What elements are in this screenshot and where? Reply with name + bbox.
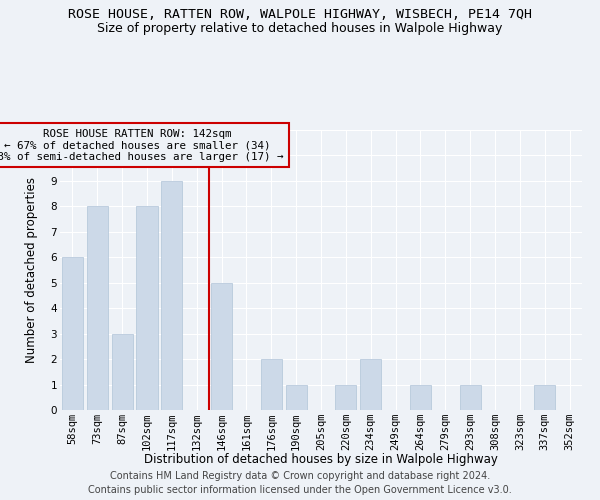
- Text: Size of property relative to detached houses in Walpole Highway: Size of property relative to detached ho…: [97, 22, 503, 35]
- Bar: [335, 384, 356, 410]
- Text: ROSE HOUSE RATTEN ROW: 142sqm
← 67% of detached houses are smaller (34)
33% of s: ROSE HOUSE RATTEN ROW: 142sqm ← 67% of d…: [0, 128, 283, 162]
- Bar: [534, 384, 555, 410]
- Text: ROSE HOUSE, RATTEN ROW, WALPOLE HIGHWAY, WISBECH, PE14 7QH: ROSE HOUSE, RATTEN ROW, WALPOLE HIGHWAY,…: [68, 8, 532, 20]
- Bar: [211, 282, 232, 410]
- Y-axis label: Number of detached properties: Number of detached properties: [25, 177, 38, 363]
- Bar: [87, 206, 108, 410]
- Bar: [62, 258, 83, 410]
- Bar: [360, 359, 381, 410]
- Bar: [136, 206, 158, 410]
- Bar: [460, 384, 481, 410]
- Bar: [410, 384, 431, 410]
- Bar: [261, 359, 282, 410]
- Bar: [286, 384, 307, 410]
- Text: Distribution of detached houses by size in Walpole Highway: Distribution of detached houses by size …: [144, 452, 498, 466]
- Bar: [161, 181, 182, 410]
- Text: Contains HM Land Registry data © Crown copyright and database right 2024.
Contai: Contains HM Land Registry data © Crown c…: [88, 471, 512, 495]
- Bar: [112, 334, 133, 410]
